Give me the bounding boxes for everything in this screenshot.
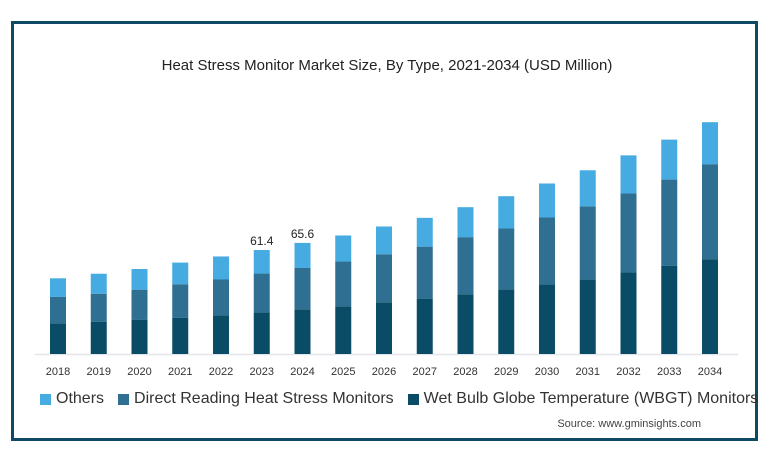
x-tick-label-2028: 2028 [453, 366, 477, 378]
bar-2032-series-1 [620, 193, 637, 273]
bar-2034-series-1 [702, 164, 718, 260]
bar-2019-series-1 [90, 293, 107, 322]
bar-2031-series-0 [579, 279, 596, 354]
bar-2027-series-0 [416, 298, 433, 354]
bar-2032-series-0 [620, 272, 637, 354]
legend-label-wbgt: Wet Bulb Globe Temperature (WBGT) Monito… [423, 390, 759, 407]
legend-label-others: Others [56, 390, 105, 407]
bar-2022-series-2 [213, 256, 229, 280]
bar-2020-series-1 [131, 289, 148, 320]
bar-2026-series-0 [376, 302, 392, 354]
x-tick-label-2021: 2021 [168, 366, 192, 378]
bar-2026-series-1 [376, 254, 392, 303]
x-tick-label-2018: 2018 [46, 366, 70, 378]
legend-swatch-wbgt [407, 393, 419, 405]
bar-2024-series-1 [294, 267, 311, 310]
bar-2021-series-0 [172, 317, 189, 354]
x-tick-label-2022: 2022 [209, 366, 233, 378]
bar-2028-series-1 [457, 237, 474, 295]
bar-2019-series-0 [90, 321, 107, 354]
source-note: Source: www.gminsights.com [557, 418, 701, 430]
x-tick-label-2019: 2019 [87, 366, 111, 378]
x-tick-label-2031: 2031 [576, 366, 600, 378]
bar-2018-series-1 [50, 296, 66, 324]
bar-2021-series-2 [172, 262, 189, 285]
legend-swatch-others [40, 393, 51, 405]
bar-2024-series-2 [294, 242, 311, 268]
x-tick-label-2033: 2033 [657, 366, 681, 378]
bar-2024-series-0 [294, 309, 311, 354]
bar-2023-series-1 [253, 273, 270, 313]
bar-2033-series-1 [661, 179, 678, 266]
legend-item-others: Others [40, 390, 104, 408]
bar-2023-series-2 [253, 250, 270, 274]
x-tick-label-2027: 2027 [413, 366, 437, 378]
bar-2032-series-2 [620, 155, 637, 194]
bar-2022-series-1 [213, 279, 229, 316]
bar-2018-series-0 [50, 323, 66, 354]
bar-2028-series-0 [457, 294, 474, 354]
bar-2029-series-1 [498, 228, 515, 290]
bar-2023-series-0 [253, 312, 270, 354]
x-tick-label-2020: 2020 [127, 366, 151, 378]
bar-2027-series-1 [416, 246, 433, 299]
bar-2025-series-0 [335, 306, 352, 354]
bar-2029-series-0 [498, 289, 515, 354]
bar-2022-series-0 [213, 315, 229, 354]
bar-2031-series-2 [579, 170, 596, 207]
bar-2020-series-0 [131, 319, 148, 354]
x-tick-label-2025: 2025 [331, 366, 355, 378]
bar-2034-series-0 [702, 259, 718, 354]
bar-2025-series-1 [335, 261, 352, 307]
x-tick-label-2030: 2030 [535, 366, 559, 378]
x-tick-label-2032: 2032 [616, 366, 640, 378]
bar-2034-series-2 [702, 122, 718, 165]
bar-2025-series-2 [335, 235, 352, 262]
legend-label-direct-reading: Direct Reading Heat Stress Monitors [134, 390, 394, 407]
bar-2021-series-1 [172, 284, 189, 318]
bar-2033-series-2 [661, 139, 678, 180]
bar-2026-series-2 [376, 226, 392, 255]
bar-2029-series-2 [498, 196, 515, 229]
bar-2019-series-2 [90, 273, 107, 294]
chart-title: Heat Stress Monitor Market Size, By Type… [161, 57, 613, 74]
x-tick-label-2026: 2026 [372, 366, 396, 378]
data-label-2024: 65.6 [291, 227, 315, 241]
x-tick-label-2034: 2034 [698, 366, 722, 378]
legend-item-wbgt: Wet Bulb Globe Temperature (WBGT) Monito… [407, 390, 759, 408]
legend: Others Direct Reading Heat Stress Monito… [40, 390, 758, 408]
bar-2033-series-0 [661, 265, 678, 354]
x-tick-label-2023: 2023 [250, 366, 274, 378]
x-tick-label-2029: 2029 [494, 366, 518, 378]
legend-swatch-direct-reading [118, 393, 130, 405]
bar-2031-series-1 [579, 206, 596, 280]
bar-2018-series-2 [50, 278, 66, 297]
legend-item-direct-reading: Direct Reading Heat Stress Monitors [118, 390, 394, 408]
bar-2027-series-2 [416, 217, 433, 247]
bar-2020-series-2 [131, 268, 148, 290]
chart-frame [11, 21, 758, 441]
bar-2028-series-2 [457, 207, 474, 238]
bar-2030-series-1 [539, 217, 555, 285]
x-tick-label-2024: 2024 [290, 366, 314, 378]
data-label-2023: 61.4 [250, 234, 274, 248]
bar-2030-series-0 [539, 284, 555, 354]
bar-2030-series-2 [539, 183, 555, 218]
